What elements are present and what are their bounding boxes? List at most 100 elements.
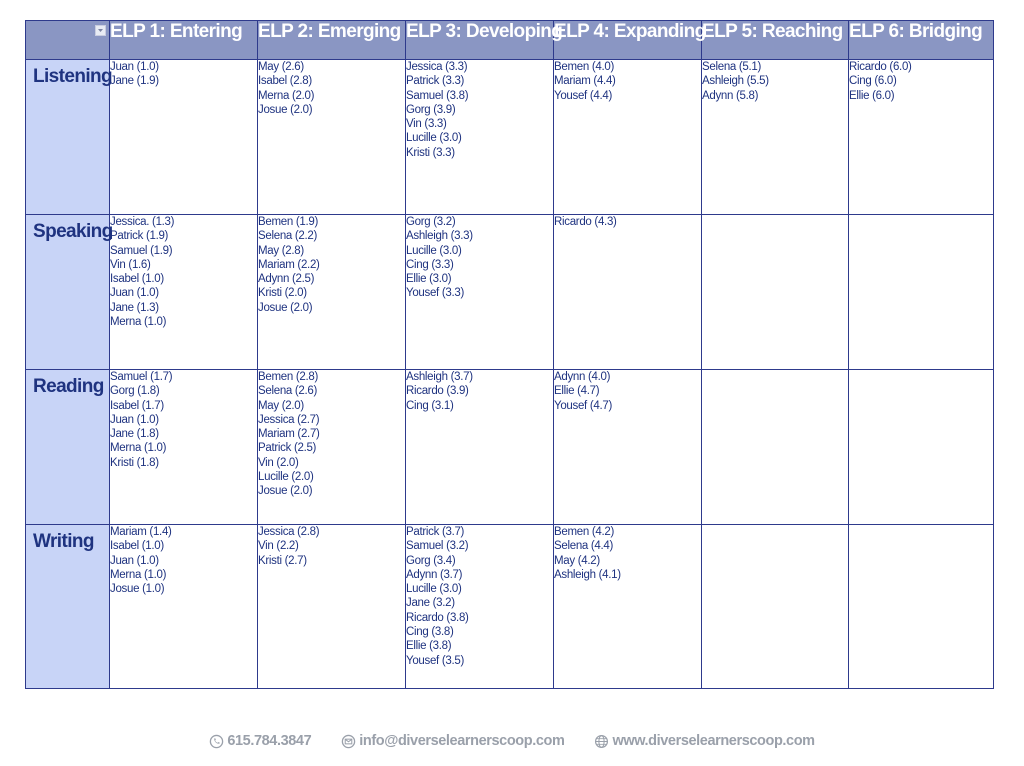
student-entry: Yousef (3.3) [406,287,464,300]
header-elp-6[interactable]: ELP 6: Bridging [848,20,994,60]
header-elp-3[interactable]: ELP 3: Developing [405,20,563,60]
student-entry: May (2.6) [258,61,304,73]
grid-cell[interactable] [701,214,849,370]
footer-phone-text: 615.784.3847 [227,733,312,749]
footer-phone[interactable]: 615.784.3847 [209,733,312,749]
student-entry: May (2.0) [258,399,304,412]
student-entry: Vin (3.3) [406,118,447,131]
student-entry: Ellie (3.0) [406,273,452,286]
student-entry: Josue (1.0) [110,583,165,596]
student-entry: Vin (2.0) [258,456,299,469]
student-entry: Lucille (3.0) [406,132,462,145]
student-entry: Jane (1.9) [110,75,159,88]
grid-cell[interactable] [701,369,849,525]
student-entry: Juan (1.0) [110,554,159,567]
grid-cell[interactable] [701,524,849,689]
student-entry: Lucille (3.0) [406,583,462,596]
footer-email-text: info@diverselearnerscoop.com [359,733,565,749]
student-entry: Selena (2.6) [258,385,318,398]
grid-cell[interactable]: Ricardo (4.3) [553,214,702,370]
grid-cell[interactable]: Ashleigh (3.7) Ricardo (3.9) Cing (3.1) [405,369,554,525]
student-entry: Jessica. (1.3) [110,216,175,228]
student-entry: Samuel (3.2) [406,540,469,553]
grid-cell[interactable]: Bemen (2.8) Selena (2.6) May (2.0) Jessica … [257,369,406,525]
student-entry: Gorg (3.2) [406,216,456,228]
student-entry: Merna (2.0) [258,89,315,102]
student-entry: Yousef (4.7) [554,399,612,412]
header-row: ELP 1: Entering ELP 2: Emerging ELP 3: D… [25,20,994,60]
skill-row-speaking: Speaking Jessica. (1.3) Patrick (1.9) Samue… [25,214,994,370]
row-header-writing[interactable]: Writing [25,524,110,689]
student-entry: Adynn (2.5) [258,273,315,286]
student-entry: Merna (1.0) [110,316,167,329]
student-entry: Bemen (1.9) [258,216,318,228]
footer-website[interactable]: www.diverselearnerscoop.com [594,733,815,749]
student-entry: Selena (5.1) [702,61,762,73]
student-entry: Bemen (4.0) [554,61,614,73]
student-entry: Bemen (4.2) [554,526,614,538]
header-elp-4[interactable]: ELP 4: Expanding [553,20,706,60]
row-header-reading[interactable]: Reading [25,369,110,525]
student-entry: Isabel (1.0) [110,273,164,286]
student-entry: Ashleigh (4.1) [554,568,621,581]
grid-cell[interactable]: Bemen (4.2) Selena (4.4) May (4.2) Ashleigh… [553,524,702,689]
student-entry: Bemen (2.8) [258,371,318,383]
student-entry: Mariam (2.2) [258,258,320,271]
grid-cell[interactable]: Patrick (3.7) Samuel (3.2) Gorg (3.4) Adynn… [405,524,554,689]
student-entry: Ashleigh (3.7) [406,371,473,383]
header-elp-2[interactable]: ELP 2: Emerging [257,20,406,60]
filter-dropdown-icon[interactable] [95,25,106,36]
student-entry: Merna (1.0) [110,568,167,581]
student-entry: Kristi (2.7) [258,554,307,567]
student-entry: Mariam (1.4) [110,526,172,538]
row-header-speaking[interactable]: Speaking [25,214,113,370]
student-entry: Adynn (4.0) [554,371,611,383]
grid-cell[interactable]: Selena (5.1) Ashleigh (5.5) Adynn (5.8) [701,59,849,215]
student-entry: Ricardo (4.3) [554,216,617,228]
student-entry: Gorg (1.8) [110,385,160,398]
student-entry: Isabel (1.0) [110,540,164,553]
student-entry: Cing (3.8) [406,626,454,639]
grid-cell[interactable]: Juan (1.0) Jane (1.9) [109,59,258,215]
grid-cell[interactable]: Ricardo (6.0) Cing (6.0) Ellie (6.0) [848,59,994,215]
student-entry: Ricardo (6.0) [849,61,912,73]
student-entry: Selena (2.2) [258,230,318,243]
grid-cell[interactable] [848,524,994,689]
header-elp-1[interactable]: ELP 1: Entering [109,20,258,60]
globe-icon [594,734,609,749]
grid-cell[interactable]: Bemen (1.9) Selena (2.2) May (2.8) Mariam (… [257,214,406,370]
student-entry: Kristi (3.3) [406,146,455,159]
grid-cell[interactable]: Gorg (3.2) Ashleigh (3.3) Lucille (3.0) Cin… [405,214,554,370]
grid-cell[interactable]: Jessica. (1.3) Patrick (1.9) Samuel (1.9) V… [109,214,258,370]
student-entry: Jane (1.3) [110,301,159,314]
student-entry: Samuel (3.8) [406,89,469,102]
grid-cell[interactable]: Bemen (4.0) Mariam (4.4) Yousef (4.4) [553,59,702,215]
student-entry: Ellie (6.0) [849,89,895,102]
grid-cell[interactable]: Jessica (3.3) Patrick (3.3) Samuel (3.8) Go… [405,59,554,215]
student-entry: Yousef (4.4) [554,89,612,102]
student-entry: Patrick (1.9) [110,230,169,243]
student-entry: Ellie (4.7) [554,385,600,398]
student-entry: Josue (2.0) [258,485,313,498]
grid-cell[interactable] [848,369,994,525]
header-elp-5[interactable]: ELP 5: Reaching [701,20,849,60]
row-header-listening[interactable]: Listening [25,59,113,215]
student-entry: Patrick (2.5) [258,442,317,455]
footer-email[interactable]: info@diverselearnerscoop.com [341,733,565,749]
grid-cell[interactable]: Samuel (1.7) Gorg (1.8) Isabel (1.7) Juan (… [109,369,258,525]
student-entry: Mariam (2.7) [258,428,320,441]
student-entry: Josue (2.0) [258,301,313,314]
student-entry: Jessica (2.8) [258,526,320,538]
grid-cell[interactable] [848,214,994,370]
student-entry: Lucille (2.0) [258,471,314,484]
grid-cell[interactable]: Mariam (1.4) Isabel (1.0) Juan (1.0) Merna … [109,524,258,689]
grid-cell[interactable]: May (2.6) Isabel (2.8) Merna (2.0) Josue (2… [257,59,406,215]
student-entry: Isabel (1.7) [110,399,164,412]
grid-cell[interactable]: Adynn (4.0) Ellie (4.7) Yousef (4.7) [553,369,702,525]
student-entry: Adynn (5.8) [702,89,759,102]
student-entry: Jane (1.8) [110,428,159,441]
student-entry: Juan (1.0) [110,61,159,73]
student-entry: Patrick (3.7) [406,526,465,538]
student-entry: Isabel (2.8) [258,75,312,88]
grid-cell[interactable]: Jessica (2.8) Vin (2.2) Kristi (2.7) [257,524,406,689]
